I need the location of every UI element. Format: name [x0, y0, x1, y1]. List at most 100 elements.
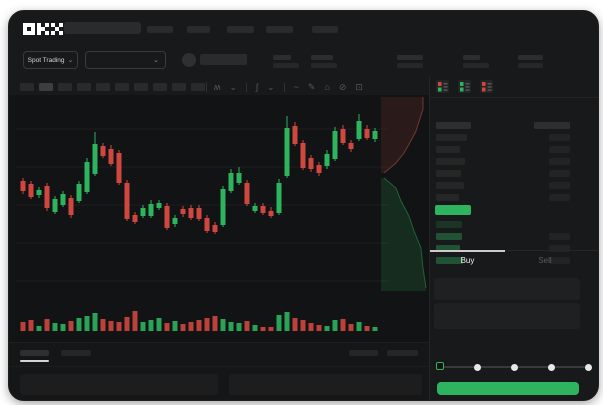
- ask-row[interactable]: [430, 134, 598, 141]
- chevron-down-icon[interactable]: ⌄: [229, 82, 238, 92]
- line-tool-icon[interactable]: ~: [293, 82, 299, 92]
- volume-bar: [196, 320, 202, 331]
- volume-bar: [156, 318, 162, 331]
- ask-row[interactable]: [430, 170, 598, 177]
- amount-input[interactable]: [434, 303, 580, 329]
- volume-bar: [124, 317, 130, 331]
- candle: [140, 205, 146, 218]
- candle: [236, 167, 242, 185]
- tab-buy[interactable]: Buy: [460, 256, 475, 265]
- indicator-icon[interactable]: ʃ: [256, 82, 259, 92]
- volume-bar: [28, 320, 34, 331]
- timeframe-button[interactable]: [191, 83, 205, 91]
- ask-amount-placeholder: [549, 158, 570, 165]
- candle: [84, 158, 90, 194]
- candle: [164, 203, 170, 230]
- volume-bar: [204, 318, 210, 331]
- stat-item: [311, 55, 337, 69]
- book-split-view-icon[interactable]: [436, 80, 449, 93]
- bid-amount-placeholder: [549, 233, 570, 240]
- timeframe-button[interactable]: [153, 83, 167, 91]
- slider-stop[interactable]: [584, 363, 592, 371]
- stat-label-placeholder: [311, 55, 333, 60]
- volume-bar: [60, 324, 66, 331]
- timeframe-button[interactable]: [115, 83, 129, 91]
- ask-row[interactable]: [430, 194, 598, 201]
- candle-type-icon[interactable]: ʍ: [214, 82, 221, 92]
- volume-bar: [84, 316, 90, 331]
- slider-stop[interactable]: [510, 363, 518, 371]
- chevron-down-icon[interactable]: ⌄: [267, 82, 275, 92]
- candle: [76, 181, 82, 203]
- hide-icon[interactable]: ⊘: [338, 82, 347, 92]
- volume-bar: [276, 315, 282, 331]
- volume-bar: [372, 327, 378, 331]
- nav-item[interactable]: [187, 26, 210, 33]
- slider-handle[interactable]: [436, 362, 444, 370]
- ask-price-placeholder: [436, 134, 467, 141]
- bottom-action-placeholder[interactable]: [349, 350, 378, 356]
- stat-value-placeholder: [463, 63, 489, 68]
- book-bids-view-icon[interactable]: [458, 80, 471, 93]
- ask-price-placeholder: [436, 182, 464, 189]
- book-asks-view-icon[interactable]: [480, 80, 493, 93]
- timeframe-button[interactable]: [172, 83, 186, 91]
- tab-sell[interactable]: Sell: [538, 256, 552, 265]
- amount-slider[interactable]: [436, 362, 592, 372]
- candle: [252, 203, 258, 213]
- timeframe-button[interactable]: [77, 83, 91, 91]
- slider-stop[interactable]: [547, 363, 555, 371]
- stat-label-placeholder: [397, 55, 423, 60]
- volume-bar: [340, 319, 346, 331]
- ask-price-placeholder: [436, 194, 459, 201]
- search-input[interactable]: [64, 22, 141, 34]
- draw-icon[interactable]: ✎: [307, 82, 316, 92]
- ask-row[interactable]: [430, 182, 598, 189]
- nav-item[interactable]: [227, 26, 254, 33]
- last-price-bar[interactable]: [435, 205, 471, 215]
- buy-button[interactable]: [437, 382, 579, 395]
- volume-bar: [148, 320, 154, 331]
- nav-item[interactable]: [312, 26, 338, 33]
- market-type-dropdown[interactable]: Spot Trading ⌄: [23, 51, 78, 69]
- timeframe-button[interactable]: [58, 83, 72, 91]
- nav-item[interactable]: [147, 26, 173, 33]
- bid-price-placeholder: [436, 257, 463, 264]
- ask-row[interactable]: [430, 158, 598, 165]
- candle: [220, 186, 226, 227]
- volume-bar: [268, 327, 274, 331]
- ask-amount-placeholder: [549, 146, 570, 153]
- volume-bar: [164, 323, 170, 331]
- mark-price-placeholder: [436, 221, 462, 228]
- volume-bar: [140, 322, 146, 331]
- fullscreen-icon[interactable]: ⊡: [355, 82, 363, 92]
- timeframe-button[interactable]: [39, 83, 53, 91]
- volume-bar: [44, 319, 50, 331]
- bottom-tab[interactable]: [20, 350, 49, 356]
- pair-selector-dropdown[interactable]: ⌄: [85, 51, 166, 69]
- ask-row[interactable]: [430, 146, 598, 153]
- volume-bar: [260, 327, 266, 331]
- timeframe-button[interactable]: [20, 83, 34, 91]
- bottom-tab[interactable]: [61, 350, 91, 356]
- nav-item[interactable]: [266, 26, 293, 33]
- bid-row[interactable]: [430, 245, 598, 252]
- timeframe-button[interactable]: [96, 83, 110, 91]
- candle: [196, 205, 202, 221]
- slider-stop[interactable]: [473, 363, 481, 371]
- volume-bar: [332, 320, 338, 331]
- candlestick-chart[interactable]: [16, 97, 389, 337]
- volume-bar: [324, 326, 330, 331]
- bid-row[interactable]: [430, 257, 598, 264]
- divider: [283, 82, 285, 92]
- timeframe-button[interactable]: [134, 83, 148, 91]
- price-input[interactable]: [434, 278, 580, 300]
- price-column-header: [436, 122, 471, 129]
- candle: [92, 132, 98, 176]
- volume-bar: [220, 319, 226, 331]
- stat-value-placeholder: [311, 63, 337, 68]
- bottom-action-placeholder[interactable]: [387, 350, 418, 356]
- snapshot-icon[interactable]: ⌂: [324, 82, 330, 92]
- candle: [124, 180, 130, 221]
- bid-row[interactable]: [430, 233, 598, 240]
